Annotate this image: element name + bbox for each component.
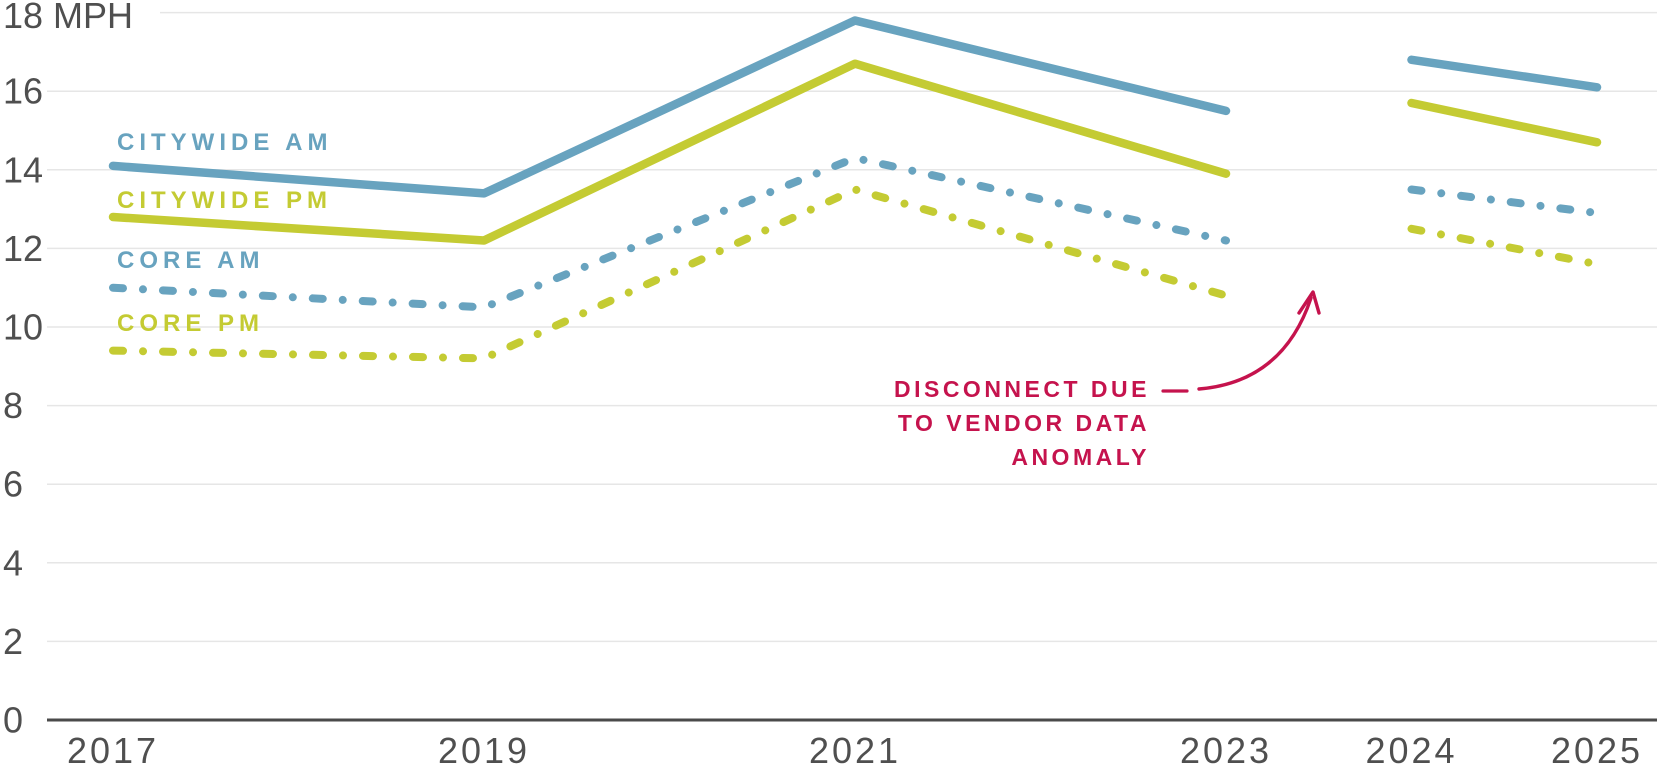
y-tick-label-10: 10 bbox=[3, 307, 43, 348]
y-tick-label-14: 14 bbox=[3, 149, 43, 190]
y-tick-label-18: 18 MPH bbox=[3, 0, 133, 36]
x-tick-label-2021: 2021 bbox=[809, 730, 901, 771]
series-label-citywide-pm: CITYWIDE PM bbox=[117, 187, 332, 214]
series-line-core-am-segment-2 bbox=[1407, 185, 1601, 217]
series-label-core-pm: CORE PM bbox=[117, 310, 264, 337]
annotation-arrowhead-icon bbox=[1297, 290, 1321, 315]
annotation-text-line-3: ANOMALY bbox=[1011, 444, 1150, 470]
series-line-citywide-am-segment-2 bbox=[1407, 55, 1602, 92]
y-tick-label-0: 0 bbox=[3, 700, 23, 741]
y-tick-label-4: 4 bbox=[3, 542, 23, 583]
annotation-text-line-1: DISCONNECT DUE bbox=[894, 376, 1150, 402]
series-line-core-pm-segment-2 bbox=[1407, 224, 1601, 269]
series-label-citywide-am: CITYWIDE AM bbox=[117, 129, 332, 156]
y-tick-label-12: 12 bbox=[3, 228, 43, 269]
series-line-core-am-segment-1 bbox=[109, 154, 1230, 312]
x-tick-label-2023: 2023 bbox=[1180, 730, 1272, 771]
x-tick-label-2024: 2024 bbox=[1365, 730, 1457, 771]
y-tick-label-2: 2 bbox=[3, 621, 23, 662]
x-tick-label-2017: 2017 bbox=[67, 730, 159, 771]
series-label-core-am: CORE AM bbox=[117, 247, 264, 274]
x-tick-label-2025: 2025 bbox=[1551, 730, 1643, 771]
y-tick-label-16: 16 bbox=[3, 71, 43, 112]
annotation-text-line-2: TO VENDOR DATA bbox=[898, 410, 1150, 436]
series-line-core-pm-segment-1 bbox=[109, 185, 1230, 363]
series-line-citywide-am-segment-1 bbox=[108, 16, 1231, 198]
x-tick-label-2019: 2019 bbox=[438, 730, 530, 771]
y-tick-label-6: 6 bbox=[3, 464, 23, 505]
y-tick-label-8: 8 bbox=[3, 385, 23, 426]
series-line-citywide-pm-segment-2 bbox=[1407, 98, 1602, 147]
annotation-arrow-curve bbox=[1197, 296, 1313, 391]
series-line-citywide-pm-segment-1 bbox=[108, 59, 1231, 245]
